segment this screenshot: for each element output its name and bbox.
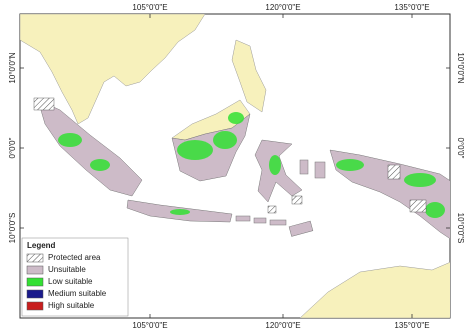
legend-label: Protected area (48, 253, 101, 262)
protected-areas (33, 97, 427, 214)
longitude-label: 135°0'0"E (394, 3, 429, 12)
legend-label: Low suitable (48, 277, 93, 286)
longitude-label: 120°0'0"E (265, 321, 300, 330)
longitude-label: 135°0'0"E (394, 321, 429, 330)
papua (329, 149, 450, 239)
legend-swatch (26, 277, 44, 287)
sumatra (37, 99, 143, 197)
longitude-label: 105°0'0"E (132, 321, 167, 330)
legend-label: Unsuitable (48, 265, 86, 274)
legend-swatch (26, 253, 44, 263)
legend-label: High suitable (48, 301, 95, 310)
legend-title: Legend (27, 241, 56, 250)
mainland (20, 14, 206, 125)
latitude-label: 10°0'0"S (8, 213, 17, 244)
legend: Legend Protected area Unsuitable Low suita… (21, 237, 129, 317)
suitability-patches (58, 112, 445, 218)
philippines (231, 39, 267, 113)
lesser-sunda (235, 159, 326, 237)
latitude-label: 10°0'0"N (456, 52, 465, 83)
australia (299, 262, 450, 318)
legend-swatch (26, 289, 44, 299)
latitude-label: 10°0'0"S (456, 213, 465, 244)
latitude-label: 10°0'0"N (8, 52, 17, 83)
graticule-ticks (20, 14, 450, 318)
latitude-label: 0°0'0" (8, 137, 17, 158)
legend-swatch (26, 265, 44, 275)
latitude-label: 0°0'0" (456, 138, 465, 159)
land (20, 14, 450, 318)
legend-swatch (26, 301, 44, 311)
longitude-label: 120°0'0"E (265, 3, 300, 12)
longitude-label: 105°0'0"E (132, 3, 167, 12)
legend-label: Medium suitable (48, 289, 107, 298)
